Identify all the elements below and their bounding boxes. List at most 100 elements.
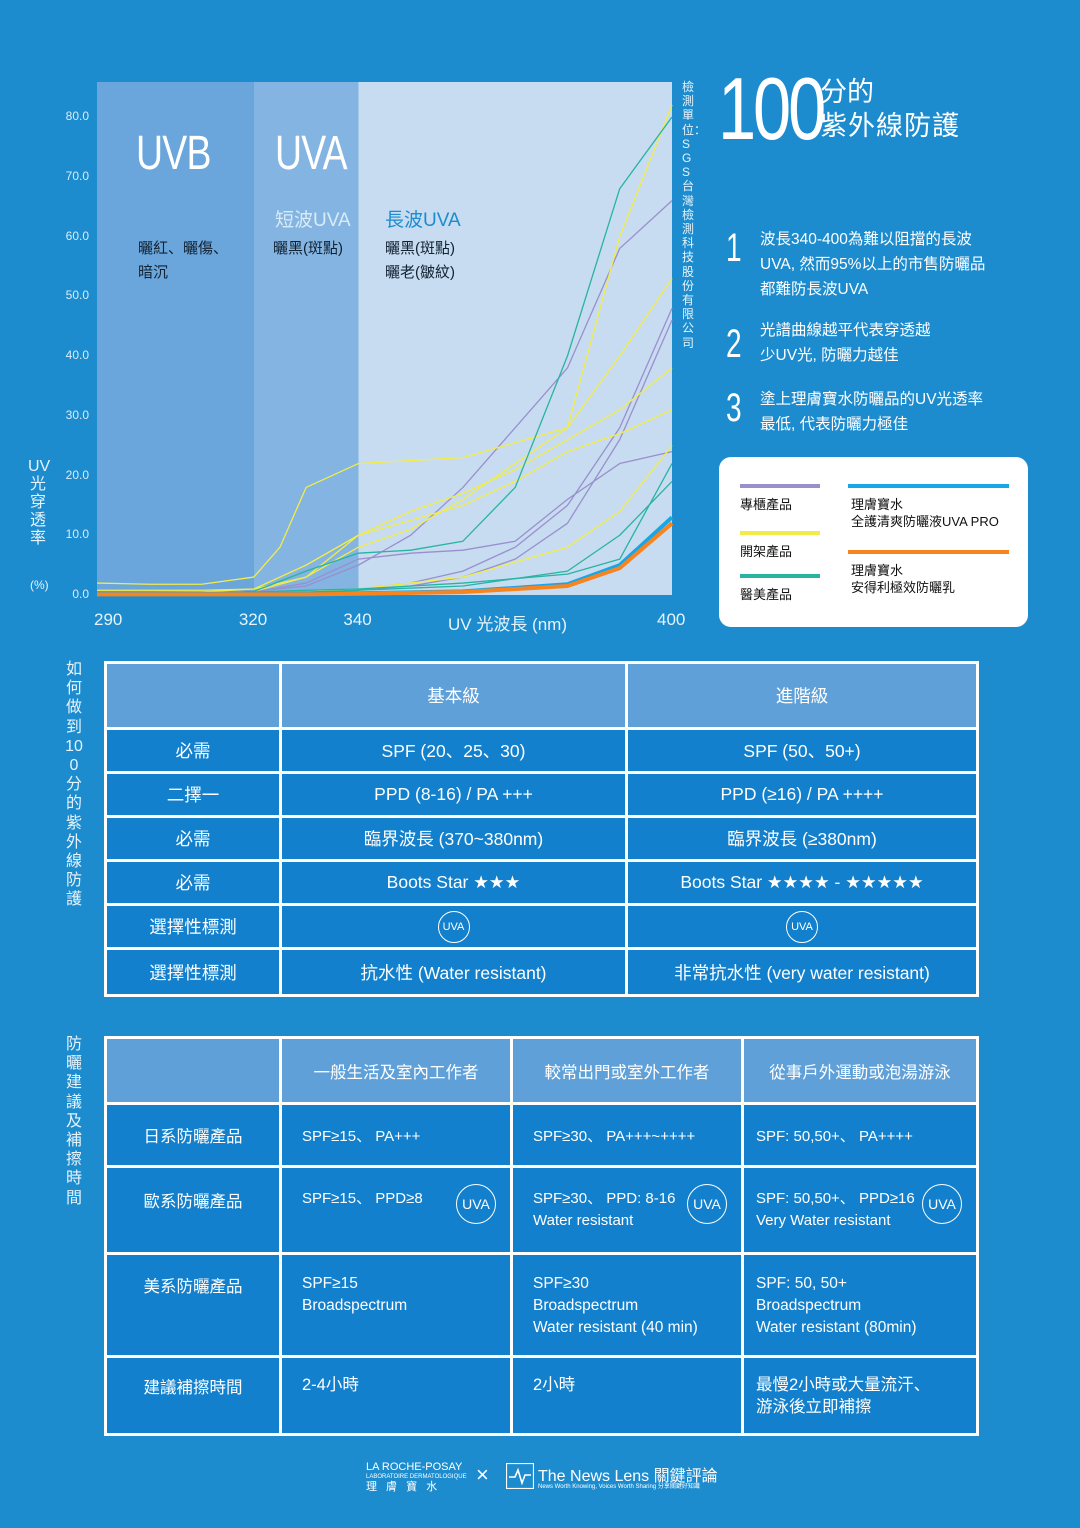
- y-tick-label: 50.0: [65, 288, 89, 303]
- y-tick-label: 80.0: [65, 109, 89, 123]
- table2-cell: SPF≥30、 PPD: 8-16 Water resistant UVA: [510, 1165, 744, 1255]
- uva-badge-icon: UVA: [437, 910, 470, 943]
- table-row: 二擇一 PPD (8-16) / PA +++ PPD (≥16) / PA +…: [104, 771, 979, 818]
- table2-cell-line: SPF: 50,50+、 PPD≥16: [756, 1190, 915, 1207]
- table2-cell-line: Water resistant (80min): [756, 1319, 917, 1336]
- table2-cell: 最慢2小時或大量流汗、 游泳後立即補擦: [741, 1355, 979, 1436]
- table2-cell-line: Water resistant: [533, 1212, 634, 1229]
- table2-cell: SPF≥15 Broadspectrum: [279, 1252, 513, 1358]
- table1-row-label: 選擇性標測: [104, 903, 282, 950]
- table2-cell-line: SPF: 50, 50+: [756, 1275, 847, 1292]
- point-1-number: 1: [726, 226, 742, 270]
- section2-label: 防曬建議及補擦時間: [65, 1036, 82, 1207]
- table-row: 必需 Boots Star ★★★ Boots Star ★★★★ - ★★★★…: [104, 859, 979, 906]
- table2-row-label: 建議補擦時間: [104, 1355, 282, 1436]
- legend-label-anthelios-product: 安得利極效防曬乳: [851, 580, 956, 595]
- table2-row-label: 美系防曬產品: [104, 1252, 282, 1358]
- table-row: 日系防曬產品 SPF≥15、 PA+++ SPF≥30、 PA+++~++++ …: [104, 1102, 979, 1168]
- point-2-text: 光譜曲線越平代表穿透越 少UV光, 防曬力越佳: [760, 318, 1020, 368]
- headline-line2: 紫外線防護: [820, 111, 960, 141]
- band-region-2: [358, 82, 672, 595]
- table2-cell-line: 2小時: [533, 1376, 576, 1394]
- legend-swatch-anthelios: [848, 550, 1009, 554]
- reapply-advice-table: 一般生活及室內工作者 較常出門或室外工作者 從事戶外運動或泡湯游泳 日系防曬產品…: [104, 1036, 979, 1436]
- table2-cell-line: Broadspectrum: [756, 1297, 862, 1314]
- table2-cell: SPF≥30 Broadspectrum Water resistant (40 m…: [510, 1252, 744, 1358]
- table2-cell-content: 最慢2小時或大量流汗、 游泳後立即補擦: [744, 1358, 976, 1418]
- legend-label-medical: 醫美產品: [740, 587, 793, 602]
- table1-row-label: 必需: [104, 815, 282, 862]
- series-line: [97, 521, 674, 597]
- table1-cell-basic: Boots Star ★★★: [279, 859, 628, 906]
- band-effect-short-uva: 曬黑(斑點): [273, 237, 343, 261]
- brand2-tagline: News Worth Knowing, Voices Worth Sharing…: [538, 1484, 700, 1490]
- table2-cell-content: SPF≥30 Broadspectrum Water resistant (40 m…: [513, 1255, 741, 1339]
- table2-cell-line: Very Water resistant: [756, 1212, 891, 1229]
- band-effect-uvb-line2: 暗沉: [138, 264, 169, 281]
- table2-cell-line: SPF≥30: [533, 1275, 589, 1292]
- legend-label-uva-pro: 理膚寶水 全護清爽防曬液UVA PRO: [851, 496, 999, 530]
- y-tick-label: 40.0: [65, 348, 89, 362]
- table2-cell-line: Broadspectrum: [302, 1297, 408, 1314]
- chart-legend: 專櫃產品 開架產品 醫美產品 理膚寶水 全護清爽防曬液UVA PRO 理膚寶水 …: [719, 457, 1028, 627]
- y-tick-label: 0.0: [72, 587, 89, 601]
- table2-cell: 2-4小時: [279, 1355, 513, 1436]
- legend-label-anthelios: 理膚寶水 安得利極效防曬乳: [851, 562, 955, 596]
- headline-line1: 分的: [820, 77, 874, 107]
- band-region-0: [97, 82, 254, 595]
- table2-cell-content: SPF≥15、 PPD≥8 UVA: [282, 1168, 510, 1224]
- band-effect-long-uva-line1: 曬黑(斑點): [385, 240, 455, 257]
- x-tick-label: 340: [343, 610, 372, 629]
- table1-header-corner: [104, 661, 282, 730]
- table1-row-label: 必需: [104, 859, 282, 906]
- y-tick-label: 10.0: [65, 527, 89, 542]
- point-2-number: 2: [726, 322, 742, 366]
- uva-badge-icon: UVA: [786, 910, 818, 943]
- table1-cell-advanced: UVA: [625, 903, 979, 950]
- source-credit: 檢測單位：SGS台灣檢測科技股份有限公司: [682, 80, 707, 350]
- point-1-line1: 波長340-400為難以阻擋的長波: [760, 231, 972, 248]
- point-3-text: 塗上理膚寶水防曬品的UV光透率 最低, 代表防曬力極佳: [760, 387, 1020, 437]
- legend-label-anthelios-brand: 理膚寶水: [851, 563, 904, 578]
- table2-cell-content: SPF: 50,50+、 PPD≥16 Very Water resistant U…: [744, 1168, 976, 1232]
- series-line: [96, 104, 673, 585]
- table2-header-row: 一般生活及室內工作者 較常出門或室外工作者 從事戶外運動或泡湯游泳: [104, 1036, 979, 1105]
- point-1-text: 波長340-400為難以阻擋的長波 UVA, 然而95%以上的市售防曬品 都難防…: [760, 227, 1020, 302]
- uv-transmittance-chart: [96, 82, 674, 597]
- table2-cell-line: SPF≥30、 PPD: 8-16: [533, 1190, 676, 1207]
- legend-label-uva-pro-product: 全護清爽防曬液UVA PRO: [851, 514, 999, 529]
- table2-row-label: 歐系防曬產品: [104, 1165, 282, 1255]
- table1-cell-advanced: PPD (≥16) / PA ++++: [625, 771, 979, 818]
- table2-cell-line: 游泳後立即補擦: [756, 1398, 872, 1416]
- collab-x: ×: [476, 1462, 489, 1487]
- table1-cell-advanced: SPF (50、50+): [625, 727, 979, 774]
- table2-row-label: 日系防曬產品: [104, 1102, 282, 1168]
- brand1-chinese: 理 膚 寶 水: [366, 1481, 441, 1493]
- point-3-number: 3: [726, 386, 742, 430]
- x-axis-label: UV 光波長 (nm): [448, 615, 567, 634]
- table1-row-label: 二擇一: [104, 771, 282, 818]
- band-region-1: [253, 82, 359, 595]
- uva-badge-icon: UVA: [922, 1184, 962, 1224]
- table2-cell: SPF≥15、 PA+++: [279, 1102, 513, 1168]
- table1-cell-basic: SPF (20、25、30): [279, 727, 628, 774]
- point-1-line3: 都難防長波UVA: [760, 281, 869, 298]
- table2-cell-line: Water resistant (40 min): [533, 1319, 698, 1336]
- x-tick-label: 400: [657, 610, 686, 629]
- point-2-line2: 少UV光, 防曬力越佳: [760, 347, 899, 364]
- x-tick-label: 290: [94, 610, 123, 629]
- legend-swatch-counter: [740, 484, 820, 488]
- table1-header-advanced: 進階級: [625, 661, 979, 730]
- band-effect-long-uva-line2: 曬老(皺紋): [385, 264, 455, 281]
- table2-cell: 2小時: [510, 1355, 744, 1436]
- band-sub-long-uva: 長波UVA: [385, 210, 461, 231]
- y-axis-unit: (%): [30, 578, 49, 592]
- headline-number: 100: [718, 59, 826, 158]
- table1-cell-advanced: 非常抗水性 (very water resistant): [625, 947, 979, 997]
- brand1-sub: LABORATOIRE DERMATOLOGIQUE: [366, 1474, 467, 1480]
- table1-row-label: 選擇性標測: [104, 947, 282, 997]
- table2-cell-line: Broadspectrum: [533, 1297, 639, 1314]
- y-axis-label: UV光穿透率: [28, 458, 51, 547]
- table1-header-row: 基本級 進階級: [104, 661, 979, 730]
- table2-cell-content: SPF: 50, 50+ Broadspectrum Water resistant…: [744, 1255, 976, 1339]
